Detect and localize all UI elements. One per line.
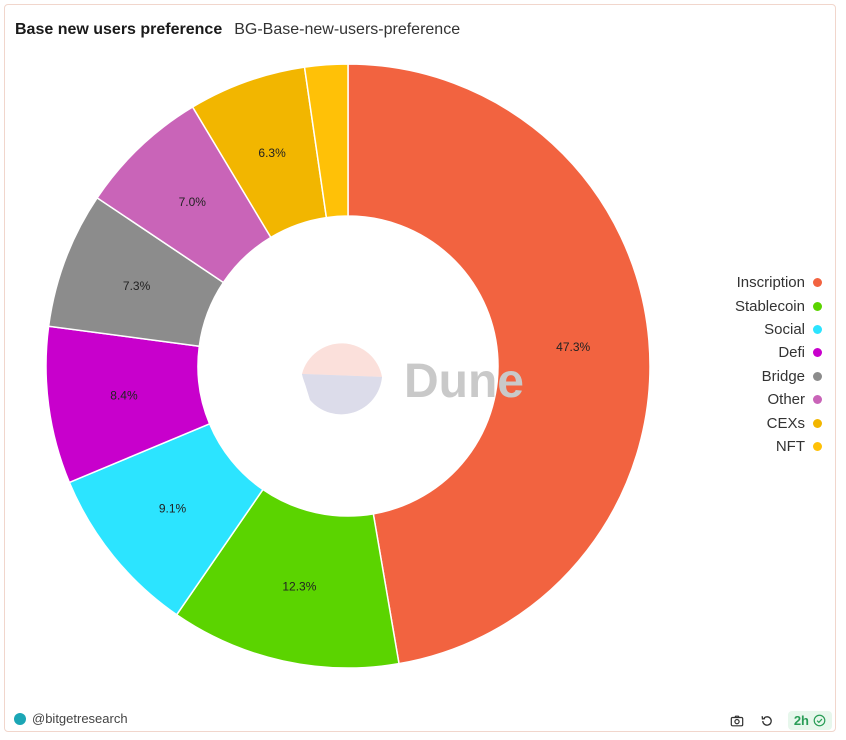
chart-subtitle: BG-Base-new-users-preference [234, 21, 461, 38]
slice-label-inscription: 47.3% [556, 340, 590, 354]
donut-slices [45, 63, 651, 669]
legend-label: Social [764, 320, 805, 338]
legend-label: Other [767, 391, 805, 409]
legend-swatch [813, 278, 822, 288]
legend-swatch [813, 324, 822, 334]
slice-label-bridge: 7.3% [123, 279, 151, 293]
legend-swatch [813, 301, 822, 311]
legend-item-inscription[interactable]: Inscription [737, 272, 822, 293]
chart-header: Base new users preference BG-Base-new-us… [15, 21, 460, 39]
slice-label-other: 7.0% [179, 195, 207, 209]
legend-label: Defi [778, 344, 805, 362]
watermark-text: Dune [404, 355, 524, 408]
refresh-icon[interactable] [758, 712, 776, 730]
watermark-logo-top [302, 343, 382, 377]
legend-label: Stablecoin [734, 297, 805, 315]
legend-item-defi[interactable]: Defi [778, 342, 822, 363]
avatar [14, 712, 26, 725]
slice-inscription[interactable] [347, 63, 651, 665]
author-handle: @bitgetresearch [32, 711, 128, 726]
legend-item-social[interactable]: Social [764, 319, 822, 340]
camera-icon[interactable] [728, 712, 746, 730]
slice-labels: 47.3% 12.3% 9.1% 8.4% 7.3% 7.0% 6.3% [110, 146, 590, 594]
slice-label-cexs: 6.3% [258, 146, 286, 160]
watermark-logo-bottom-fill [302, 374, 382, 415]
chart-title: Base new users preference [15, 21, 223, 38]
legend-swatch [813, 395, 822, 405]
slice-label-stablecoin: 12.3% [282, 580, 316, 594]
slice-nft[interactable] [303, 63, 349, 219]
legend-swatch [813, 441, 822, 451]
legend-label: CEXs [766, 414, 805, 432]
slice-label-social: 9.1% [159, 501, 187, 515]
refresh-status-badge[interactable]: 2h [787, 711, 832, 730]
slice-label-defi: 8.4% [110, 389, 138, 403]
refresh-age: 2h [793, 713, 809, 728]
check-circle-icon [813, 714, 826, 727]
legend-swatch [813, 418, 822, 428]
legend-label: Inscription [736, 274, 805, 292]
dune-watermark: Dune [302, 343, 524, 415]
legend-label: NFT [775, 437, 805, 455]
legend-item-bridge[interactable]: Bridge [762, 366, 822, 387]
author-attribution: @bitgetresearch [14, 711, 128, 726]
legend-item-other[interactable]: Other [767, 389, 822, 410]
legend-swatch [813, 371, 822, 381]
chart-legend: Inscription Stablecoin Social Defi Bridge Oth… [735, 272, 822, 457]
legend-item-stablecoin[interactable]: Stablecoin [735, 295, 822, 316]
legend-swatch [813, 348, 822, 358]
legend-label: Bridge [761, 367, 805, 385]
legend-item-cexs[interactable]: CEXs [767, 412, 822, 433]
legend-item-nft[interactable]: NFT [776, 436, 822, 457]
footer-actions: 2h [728, 711, 832, 730]
